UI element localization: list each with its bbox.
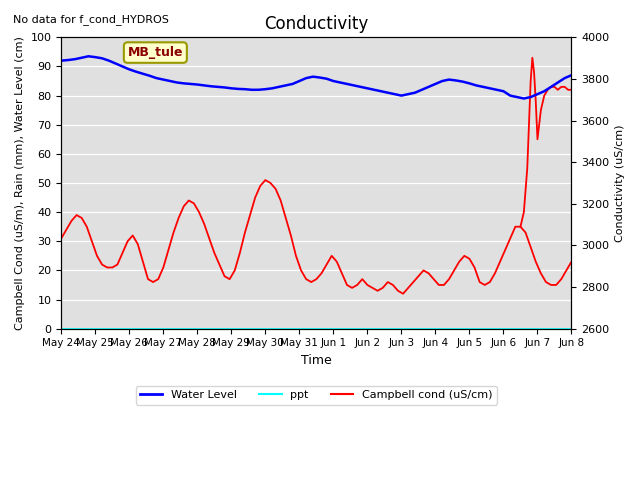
Y-axis label: Campbell Cond (uS/m), Rain (mm), Water Level (cm): Campbell Cond (uS/m), Rain (mm), Water L… <box>15 36 25 330</box>
Y-axis label: Conductivity (uS/cm): Conductivity (uS/cm) <box>615 124 625 242</box>
Text: MB_tule: MB_tule <box>127 46 183 59</box>
Title: Conductivity: Conductivity <box>264 15 369 33</box>
X-axis label: Time: Time <box>301 354 332 367</box>
Text: No data for f_cond_HYDROS: No data for f_cond_HYDROS <box>13 14 169 25</box>
Legend: Water Level, ppt, Campbell cond (uS/cm): Water Level, ppt, Campbell cond (uS/cm) <box>136 386 497 405</box>
